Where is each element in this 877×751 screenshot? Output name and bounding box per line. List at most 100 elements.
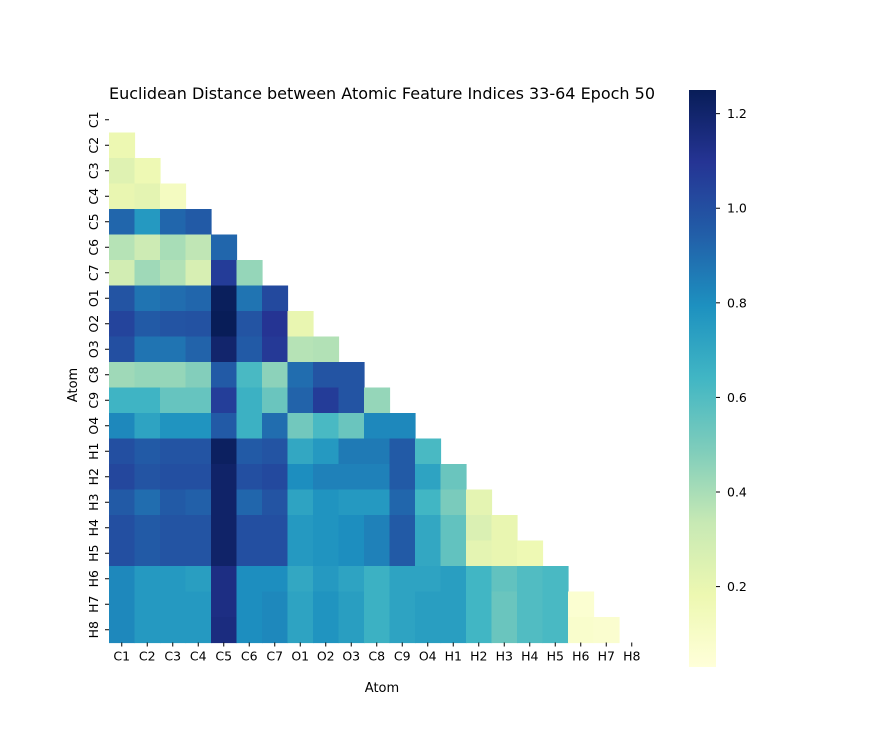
heatmap-cell-H3-C8	[364, 489, 391, 516]
heatmap-cell-O4-C6	[236, 413, 263, 440]
y-tick-label-H6: H6	[86, 570, 101, 587]
x-tick-label-H8: H8	[623, 649, 640, 664]
heatmap-cell-O3-C7	[262, 336, 289, 363]
heatmap-cell-O1-C4	[185, 285, 212, 312]
heatmap-cell-H8-O4	[415, 617, 442, 644]
heatmap-cell-H6-C6	[236, 566, 263, 593]
heatmap-cell-C6-C2	[134, 234, 161, 261]
heatmap-cell-H3-O3	[338, 489, 365, 516]
heatmap-cell-H4-H2	[466, 515, 493, 542]
heatmap-cell-H7-C5	[211, 591, 238, 618]
y-tick-label-H8: H8	[86, 621, 101, 638]
heatmap-cell-O1-C1	[109, 285, 136, 312]
heatmap-cell-C9-C5	[211, 387, 238, 414]
heatmap-cell-H6-C1	[109, 566, 136, 593]
heatmap-cell-H2-C5	[211, 464, 238, 491]
y-tick-label-C4: C4	[86, 188, 101, 205]
heatmap-cell-H8-H2	[466, 617, 493, 644]
heatmap-cell-O4-C7	[262, 413, 289, 440]
heatmap-cell-C7-C4	[185, 260, 212, 287]
colorbar	[689, 90, 716, 667]
heatmap-cell-H3-H2	[466, 489, 493, 516]
heatmap-cell-H7-C1	[109, 591, 136, 618]
heatmap-cell-H1-C7	[262, 438, 289, 465]
heatmap-cell-H5-O1	[287, 540, 314, 567]
heatmap-cell-C3-C1	[109, 158, 136, 185]
heatmap-cell-H8-C9	[389, 617, 416, 644]
heatmap-cell-C7-C5	[211, 260, 238, 287]
heatmap-cell-O2-C1	[109, 311, 136, 338]
heatmap-cell-H8-H6	[568, 617, 595, 644]
heatmap-cell-H5-C4	[185, 540, 212, 567]
heatmap-cell-O3-C1	[109, 336, 136, 363]
heatmap-cell-H1-O2	[313, 438, 340, 465]
heatmap-cell-O4-O1	[287, 413, 314, 440]
heatmap-cell-H6-O1	[287, 566, 314, 593]
heatmap-cell-H6-H2	[466, 566, 493, 593]
heatmap-cell-H4-C9	[389, 515, 416, 542]
heatmap-cell-H3-O2	[313, 489, 340, 516]
heatmap-cell-C5-C4	[185, 209, 212, 236]
x-tick-label-O4: O4	[419, 649, 437, 664]
x-tick-label-C8: C8	[368, 649, 385, 664]
colorbar-tick-label: 0.2	[727, 579, 747, 594]
heatmap-cell-H7-O4	[415, 591, 442, 618]
heatmap-cell-H7-C6	[236, 591, 263, 618]
heatmap-cell-H7-C3	[160, 591, 187, 618]
heatmap-cell-H4-C5	[211, 515, 238, 542]
heatmap-cell-C8-O2	[313, 362, 340, 389]
heatmap-cell-H7-H2	[466, 591, 493, 618]
heatmap-cell-H8-C5	[211, 617, 238, 644]
heatmap-cell-H6-H4	[517, 566, 544, 593]
heatmap-cell-C9-C8	[364, 387, 391, 414]
heatmap-cell-C7-C2	[134, 260, 161, 287]
x-tick-label-H4: H4	[521, 649, 538, 664]
heatmap-cell-H4-C6	[236, 515, 263, 542]
heatmap-cell-H7-H5	[542, 591, 569, 618]
heatmap-cell-O2-C7	[262, 311, 289, 338]
y-tick-label-O1: O1	[86, 289, 101, 307]
heatmap-cell-H7-C7	[262, 591, 289, 618]
heatmap-cell-C7-C1	[109, 260, 136, 287]
heatmap-cell-C5-C2	[134, 209, 161, 236]
y-tick-label-C9: C9	[86, 392, 101, 409]
colorbar-tick-label: 0.4	[727, 485, 747, 500]
heatmap-cell-H5-O3	[338, 540, 365, 567]
heatmap-cell-H2-C6	[236, 464, 263, 491]
heatmap-cell-O1-C2	[134, 285, 161, 312]
x-tick-label-C7: C7	[266, 649, 283, 664]
heatmap-cell-H7-H6	[568, 591, 595, 618]
heatmap-cell-H6-C5	[211, 566, 238, 593]
heatmap-cell-H2-C7	[262, 464, 289, 491]
heatmap-cell-H3-C6	[236, 489, 263, 516]
y-tick-label-C3: C3	[86, 162, 101, 179]
heatmap-cell-H5-C6	[236, 540, 263, 567]
heatmap-cell-H7-C9	[389, 591, 416, 618]
heatmap-cell-O3-C4	[185, 336, 212, 363]
x-tick-label-C2: C2	[139, 649, 156, 664]
heatmap-cell-C9-C1	[109, 387, 136, 414]
x-tick-label-O1: O1	[291, 649, 309, 664]
heatmap-cell-H1-C9	[389, 438, 416, 465]
heatmap-cell-O4-O3	[338, 413, 365, 440]
heatmap-cell-H2-C8	[364, 464, 391, 491]
heatmap-cell-O1-C6	[236, 285, 263, 312]
y-tick-label-O2: O2	[86, 315, 101, 333]
heatmap-cell-C2-C1	[109, 132, 136, 159]
heatmap-cell-H4-C4	[185, 515, 212, 542]
heatmap-cell-C5-C1	[109, 209, 136, 236]
heatmap-cell-C4-C3	[160, 183, 187, 210]
heatmap-cell-H5-H1	[440, 540, 467, 567]
heatmap-cell-H7-H3	[491, 591, 518, 618]
heatmap-cell-H5-O2	[313, 540, 340, 567]
heatmap-cell-H4-C3	[160, 515, 187, 542]
heatmap-cell-H1-C1	[109, 438, 136, 465]
heatmap-cell-H5-C9	[389, 540, 416, 567]
colorbar-tick-label: 0.8	[727, 295, 747, 310]
y-tick-label-C6: C6	[86, 239, 101, 256]
heatmap-cell-O3-C5	[211, 336, 238, 363]
x-tick-label-C6: C6	[241, 649, 258, 664]
heatmap-cell-O2-C2	[134, 311, 161, 338]
x-tick-label-C1: C1	[113, 649, 130, 664]
